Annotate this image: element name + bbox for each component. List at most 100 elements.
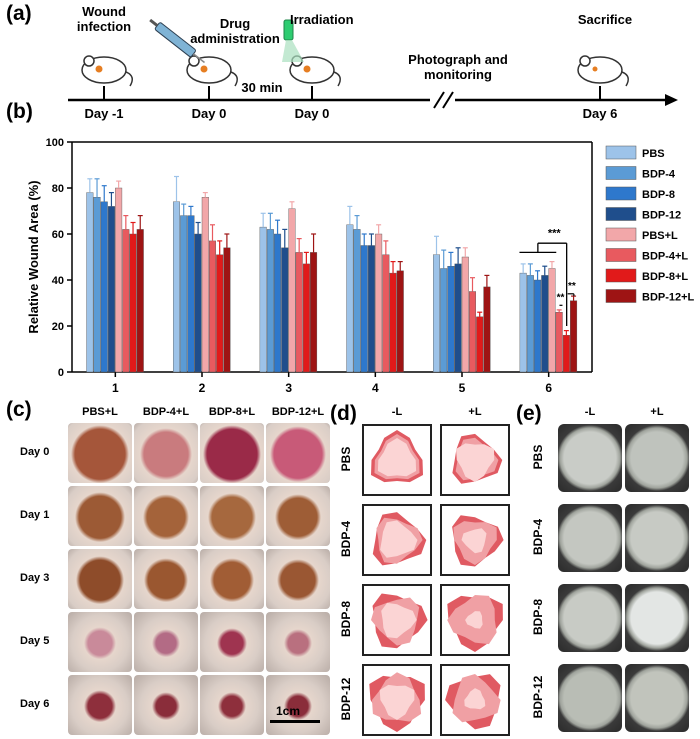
step-title-sacrifice: Sacrifice: [577, 12, 633, 27]
wound-trace-shape: [447, 595, 503, 652]
bar: [274, 233, 282, 373]
bar: [519, 272, 527, 373]
wound-photo: [200, 612, 264, 672]
legend-swatch: [605, 186, 637, 201]
y-tick-label: 80: [52, 183, 64, 195]
scale-bar: [270, 720, 320, 723]
wound-trace-shape: [369, 672, 425, 732]
wound-trace-box: [362, 664, 432, 736]
plate-row-label: BDP-12: [531, 675, 545, 719]
wound-photo: [68, 612, 132, 672]
timeline-break-1: [433, 91, 445, 109]
bacteria-plate: [625, 584, 689, 652]
y-tick-label: 60: [52, 229, 64, 241]
legend-swatch: [605, 289, 637, 303]
legend-swatch: [605, 166, 637, 180]
bar: [483, 286, 491, 373]
bacteria-plate: [625, 664, 689, 732]
bar: [281, 247, 289, 373]
legend-label: BDP-8+L: [642, 271, 688, 283]
panel-e-label: (e): [516, 402, 542, 425]
photo-row-label: Day 0: [20, 446, 50, 458]
wound-trace-shape: [445, 674, 501, 730]
trace-row-label: PBS: [339, 446, 353, 472]
x-tick-label: 1: [112, 381, 119, 395]
panel-b-label: (b): [6, 100, 33, 123]
plate-row-label: BDP-8: [531, 599, 545, 636]
bacteria-plate: [558, 584, 622, 652]
day-label-4: Day 6: [582, 106, 618, 121]
x-tick-label: 6: [545, 381, 552, 395]
y-tick-label: 20: [52, 321, 64, 333]
x-tick-label: 3: [285, 381, 292, 395]
bar: [548, 268, 556, 373]
bar: [360, 245, 368, 373]
bar: [122, 229, 130, 373]
trace-row-label: BDP-4: [339, 521, 353, 558]
step-title-irradiation: Irradiation: [290, 12, 354, 27]
panel-a-label: (a): [6, 2, 32, 25]
y-tick-label: 100: [46, 137, 64, 149]
bar: [201, 196, 209, 373]
day-label-3: Day 0: [294, 106, 330, 121]
step-title-drug: Drug administration: [190, 16, 280, 46]
bar: [541, 275, 549, 373]
bar: [570, 300, 578, 373]
bacteria-plate: [558, 424, 622, 492]
bar: [136, 229, 144, 373]
legend-label: BDP-8: [642, 189, 675, 201]
photo-column-label: PBS+L: [82, 406, 118, 418]
wound-photo: [134, 549, 198, 609]
x-tick-label: 5: [459, 381, 466, 395]
wound-photo: [266, 549, 330, 609]
bar: [389, 272, 397, 373]
legend-swatch: [605, 227, 637, 242]
bar: [346, 224, 354, 373]
wound-photo: [68, 675, 132, 735]
wound-photo: [200, 423, 264, 483]
legend-label: PBS: [642, 148, 665, 160]
wound-photo: [134, 675, 198, 735]
photo-row-label: Day 3: [20, 572, 50, 584]
mouse-icon: [81, 55, 133, 87]
wound-photo: [200, 549, 264, 609]
wound-photo: [266, 486, 330, 546]
photo-row-label: Day 5: [20, 635, 50, 647]
wound-trace-shape: [371, 593, 428, 649]
bar: [469, 291, 477, 373]
bar: [476, 316, 484, 373]
wound-trace-box: [440, 504, 510, 576]
wound-trace-box: [362, 584, 432, 656]
gap-label: 30 min: [241, 80, 283, 95]
timeline-break-2: [442, 91, 454, 109]
bar: [86, 192, 94, 373]
laser-icon: [282, 19, 304, 62]
wound-photo: [68, 486, 132, 546]
bar: [100, 201, 108, 373]
bar: [562, 334, 570, 373]
trace-row-label: BDP-12: [339, 677, 353, 721]
bar: [353, 229, 361, 373]
bar: [302, 263, 310, 373]
y-tick-label: 40: [52, 275, 64, 287]
photo-column-label: BDP-4+L: [142, 406, 190, 418]
bar: [461, 256, 469, 373]
bacteria-plate: [558, 504, 622, 572]
legend-swatch: [605, 268, 637, 283]
legend-label: BDP-12+L: [642, 292, 695, 304]
bar: [172, 201, 180, 373]
bar: [259, 226, 267, 373]
bar: [129, 233, 137, 373]
wound-photo: [266, 675, 330, 735]
photo-row-label: Day 1: [20, 509, 50, 521]
bar: [310, 252, 318, 373]
bar: [367, 245, 375, 373]
plate-row-label: PBS: [531, 444, 545, 470]
bar: [288, 208, 296, 373]
bar: [266, 229, 274, 373]
wound-photo: [68, 423, 132, 483]
wound-photo: [134, 486, 198, 546]
step-title-wound: Wound infection: [76, 4, 132, 34]
scale-bar-label: 1cm: [276, 704, 301, 718]
